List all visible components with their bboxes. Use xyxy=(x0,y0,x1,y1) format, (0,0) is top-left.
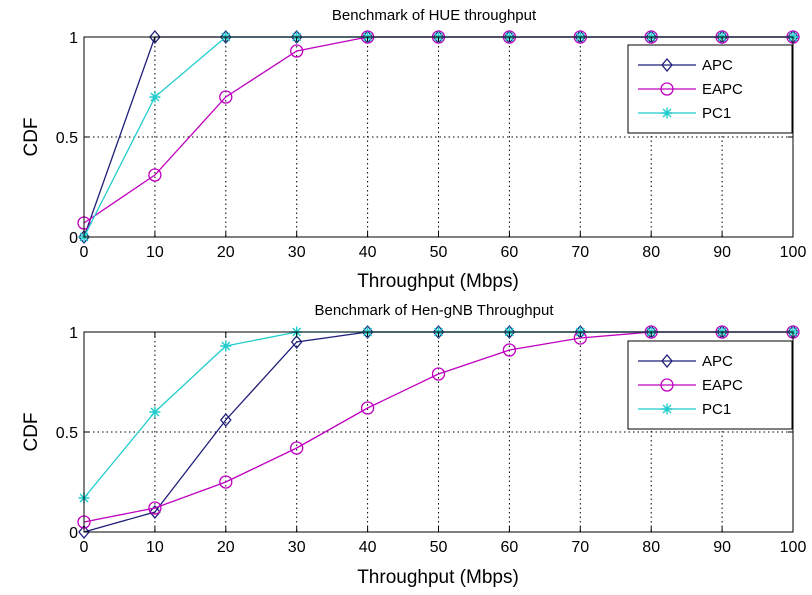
x-tick-label: 20 xyxy=(217,244,235,261)
legend-label: APC xyxy=(702,353,733,370)
x-tick-label: 50 xyxy=(430,539,448,556)
x-tick-label: 30 xyxy=(288,244,306,261)
x-tick-label: 70 xyxy=(571,539,589,556)
x-tick-label: 60 xyxy=(501,244,519,261)
data-point xyxy=(149,29,161,45)
data-point xyxy=(148,501,162,515)
data-point xyxy=(219,90,233,104)
legend-marker xyxy=(661,57,673,73)
x-tick-label: 0 xyxy=(80,244,89,261)
x-tick-label: 100 xyxy=(780,244,807,261)
data-point xyxy=(290,334,303,350)
legend-marker xyxy=(660,378,674,392)
data-point xyxy=(432,324,445,340)
data-point xyxy=(149,504,161,520)
y-tick-label: 0.5 xyxy=(56,425,78,442)
x-tick-label: 20 xyxy=(217,539,235,556)
y-tick-label: 0 xyxy=(69,230,78,247)
data-point xyxy=(360,401,375,415)
x-tick-label: 40 xyxy=(359,539,377,556)
x-tick-label: 70 xyxy=(571,244,589,261)
x-tick-label: 90 xyxy=(713,244,731,261)
x-axis-label: Throughput (Mbps) xyxy=(357,567,519,588)
legend: APC EAPC PC1 xyxy=(627,340,793,430)
x-tick-label: 80 xyxy=(642,539,660,556)
data-point xyxy=(290,29,303,45)
x-tick-label: 80 xyxy=(642,244,660,261)
y-axis-label: CDF xyxy=(21,117,42,156)
ticks: 0 10 20 30 40 50 60 70 80 90 100 0 0.5 1 xyxy=(56,325,807,556)
data-point xyxy=(78,229,90,245)
x-axis-label: Throughput (Mbps) xyxy=(357,271,519,292)
legend-label: APC xyxy=(702,57,733,74)
data-point xyxy=(502,343,517,357)
data-point xyxy=(290,441,304,455)
x-tick-label: 60 xyxy=(501,539,519,556)
legend: APC EAPC PC1 xyxy=(627,44,793,134)
legend-marker xyxy=(661,353,673,369)
data-point xyxy=(149,91,161,103)
data-point xyxy=(503,324,516,340)
data-point xyxy=(219,29,232,45)
y-axis-label: CDF xyxy=(21,412,42,451)
data-point xyxy=(78,524,90,540)
legend-label: EAPC xyxy=(702,81,743,98)
y-tick-label: 1 xyxy=(69,325,78,342)
grid xyxy=(84,37,793,237)
data-point xyxy=(148,168,162,182)
chart-hen-gnb-throughput: Benchmark of Hen-gNB Throughput CDF Thro… xyxy=(21,302,806,588)
x-tick-label: 50 xyxy=(430,244,448,261)
y-tick-label: 0.5 xyxy=(56,130,78,147)
legend-label: PC1 xyxy=(702,105,731,122)
legend-label: PC1 xyxy=(702,401,731,418)
y-tick-label: 0 xyxy=(69,525,78,542)
grid xyxy=(84,332,793,532)
x-tick-label: 100 xyxy=(780,539,807,556)
ticks: 0 10 20 30 40 50 60 70 80 90 100 0 0.5 1 xyxy=(56,30,807,261)
data-point xyxy=(220,340,232,352)
legend-label: EAPC xyxy=(702,377,743,394)
legend-marker xyxy=(660,82,674,96)
legend-marker xyxy=(661,403,673,415)
data-point xyxy=(431,367,446,381)
chart-title: Benchmark of Hen-gNB Throughput xyxy=(314,302,554,319)
legend-marker xyxy=(661,107,673,119)
x-tick-label: 90 xyxy=(713,539,731,556)
y-tick-label: 1 xyxy=(69,30,78,47)
data-point xyxy=(290,44,304,58)
x-tick-label: 10 xyxy=(146,244,164,261)
data-point xyxy=(219,412,232,428)
chart-hue-throughput: Benchmark of HUE throughput CDF Throughp… xyxy=(21,7,806,292)
data-point xyxy=(361,324,374,340)
x-tick-label: 40 xyxy=(359,244,377,261)
x-tick-label: 30 xyxy=(288,539,306,556)
x-tick-label: 0 xyxy=(80,539,89,556)
chart-title: Benchmark of HUE throughput xyxy=(332,7,537,24)
data-point xyxy=(219,475,233,489)
data-point xyxy=(149,406,161,418)
x-tick-label: 10 xyxy=(146,539,164,556)
